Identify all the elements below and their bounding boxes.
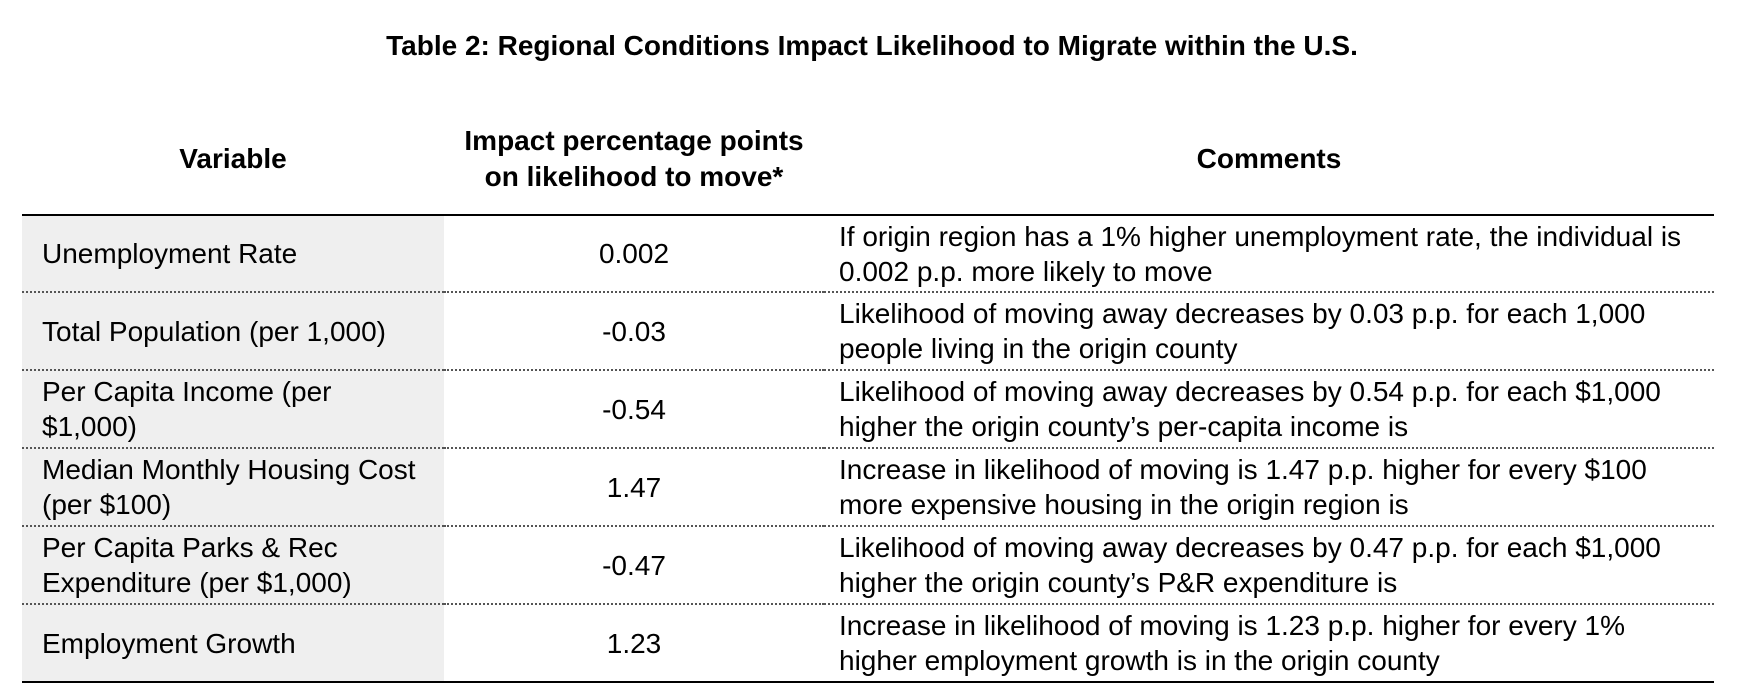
header-comments: Comments <box>824 103 1714 216</box>
table-row: Unemployment Rate 0.002 If origin region… <box>22 215 1714 293</box>
impact-cell: -0.54 <box>444 370 824 449</box>
table-title: Table 2: Regional Conditions Impact Like… <box>386 30 1358 61</box>
table-row: Per Capita Parks & Rec Expenditure (per … <box>22 526 1714 605</box>
comment-cell: Likelihood of moving away decreases by 0… <box>824 526 1714 605</box>
variable-cell: Unemployment Rate <box>22 215 444 293</box>
variable-cell: Per Capita Income (per $1,000) <box>22 370 444 449</box>
migration-table: Variable Impact percentage points on lik… <box>22 103 1714 683</box>
variable-cell: Total Population (per 1,000) <box>22 292 444 371</box>
impact-cell: -0.47 <box>444 526 824 605</box>
header-impact: Impact percentage points on likelihood t… <box>444 103 824 216</box>
variable-cell: Median Monthly Housing Cost (per $100) <box>22 448 444 527</box>
impact-cell: 1.47 <box>444 448 824 527</box>
impact-cell: -0.03 <box>444 292 824 371</box>
comment-cell: Increase in likelihood of moving is 1.47… <box>824 448 1714 527</box>
impact-cell: 1.23 <box>444 604 824 683</box>
header-variable: Variable <box>22 103 444 216</box>
comment-cell: Likelihood of moving away decreases by 0… <box>824 370 1714 449</box>
comment-cell: Increase in likelihood of moving is 1.23… <box>824 604 1714 683</box>
comment-cell: If origin region has a 1% higher unemplo… <box>824 215 1714 293</box>
impact-cell: 0.002 <box>444 215 824 293</box>
variable-cell: Per Capita Parks & Rec Expenditure (per … <box>22 526 444 605</box>
table-row: Per Capita Income (per $1,000) -0.54 Lik… <box>22 370 1714 449</box>
variable-cell: Employment Growth <box>22 604 444 683</box>
header-row: Variable Impact percentage points on lik… <box>22 103 1714 216</box>
table-row: Median Monthly Housing Cost (per $100) 1… <box>22 448 1714 527</box>
table-row: Total Population (per 1,000) -0.03 Likel… <box>22 292 1714 371</box>
table-row: Employment Growth 1.23 Increase in likel… <box>22 604 1714 683</box>
comment-cell: Likelihood of moving away decreases by 0… <box>824 292 1714 371</box>
